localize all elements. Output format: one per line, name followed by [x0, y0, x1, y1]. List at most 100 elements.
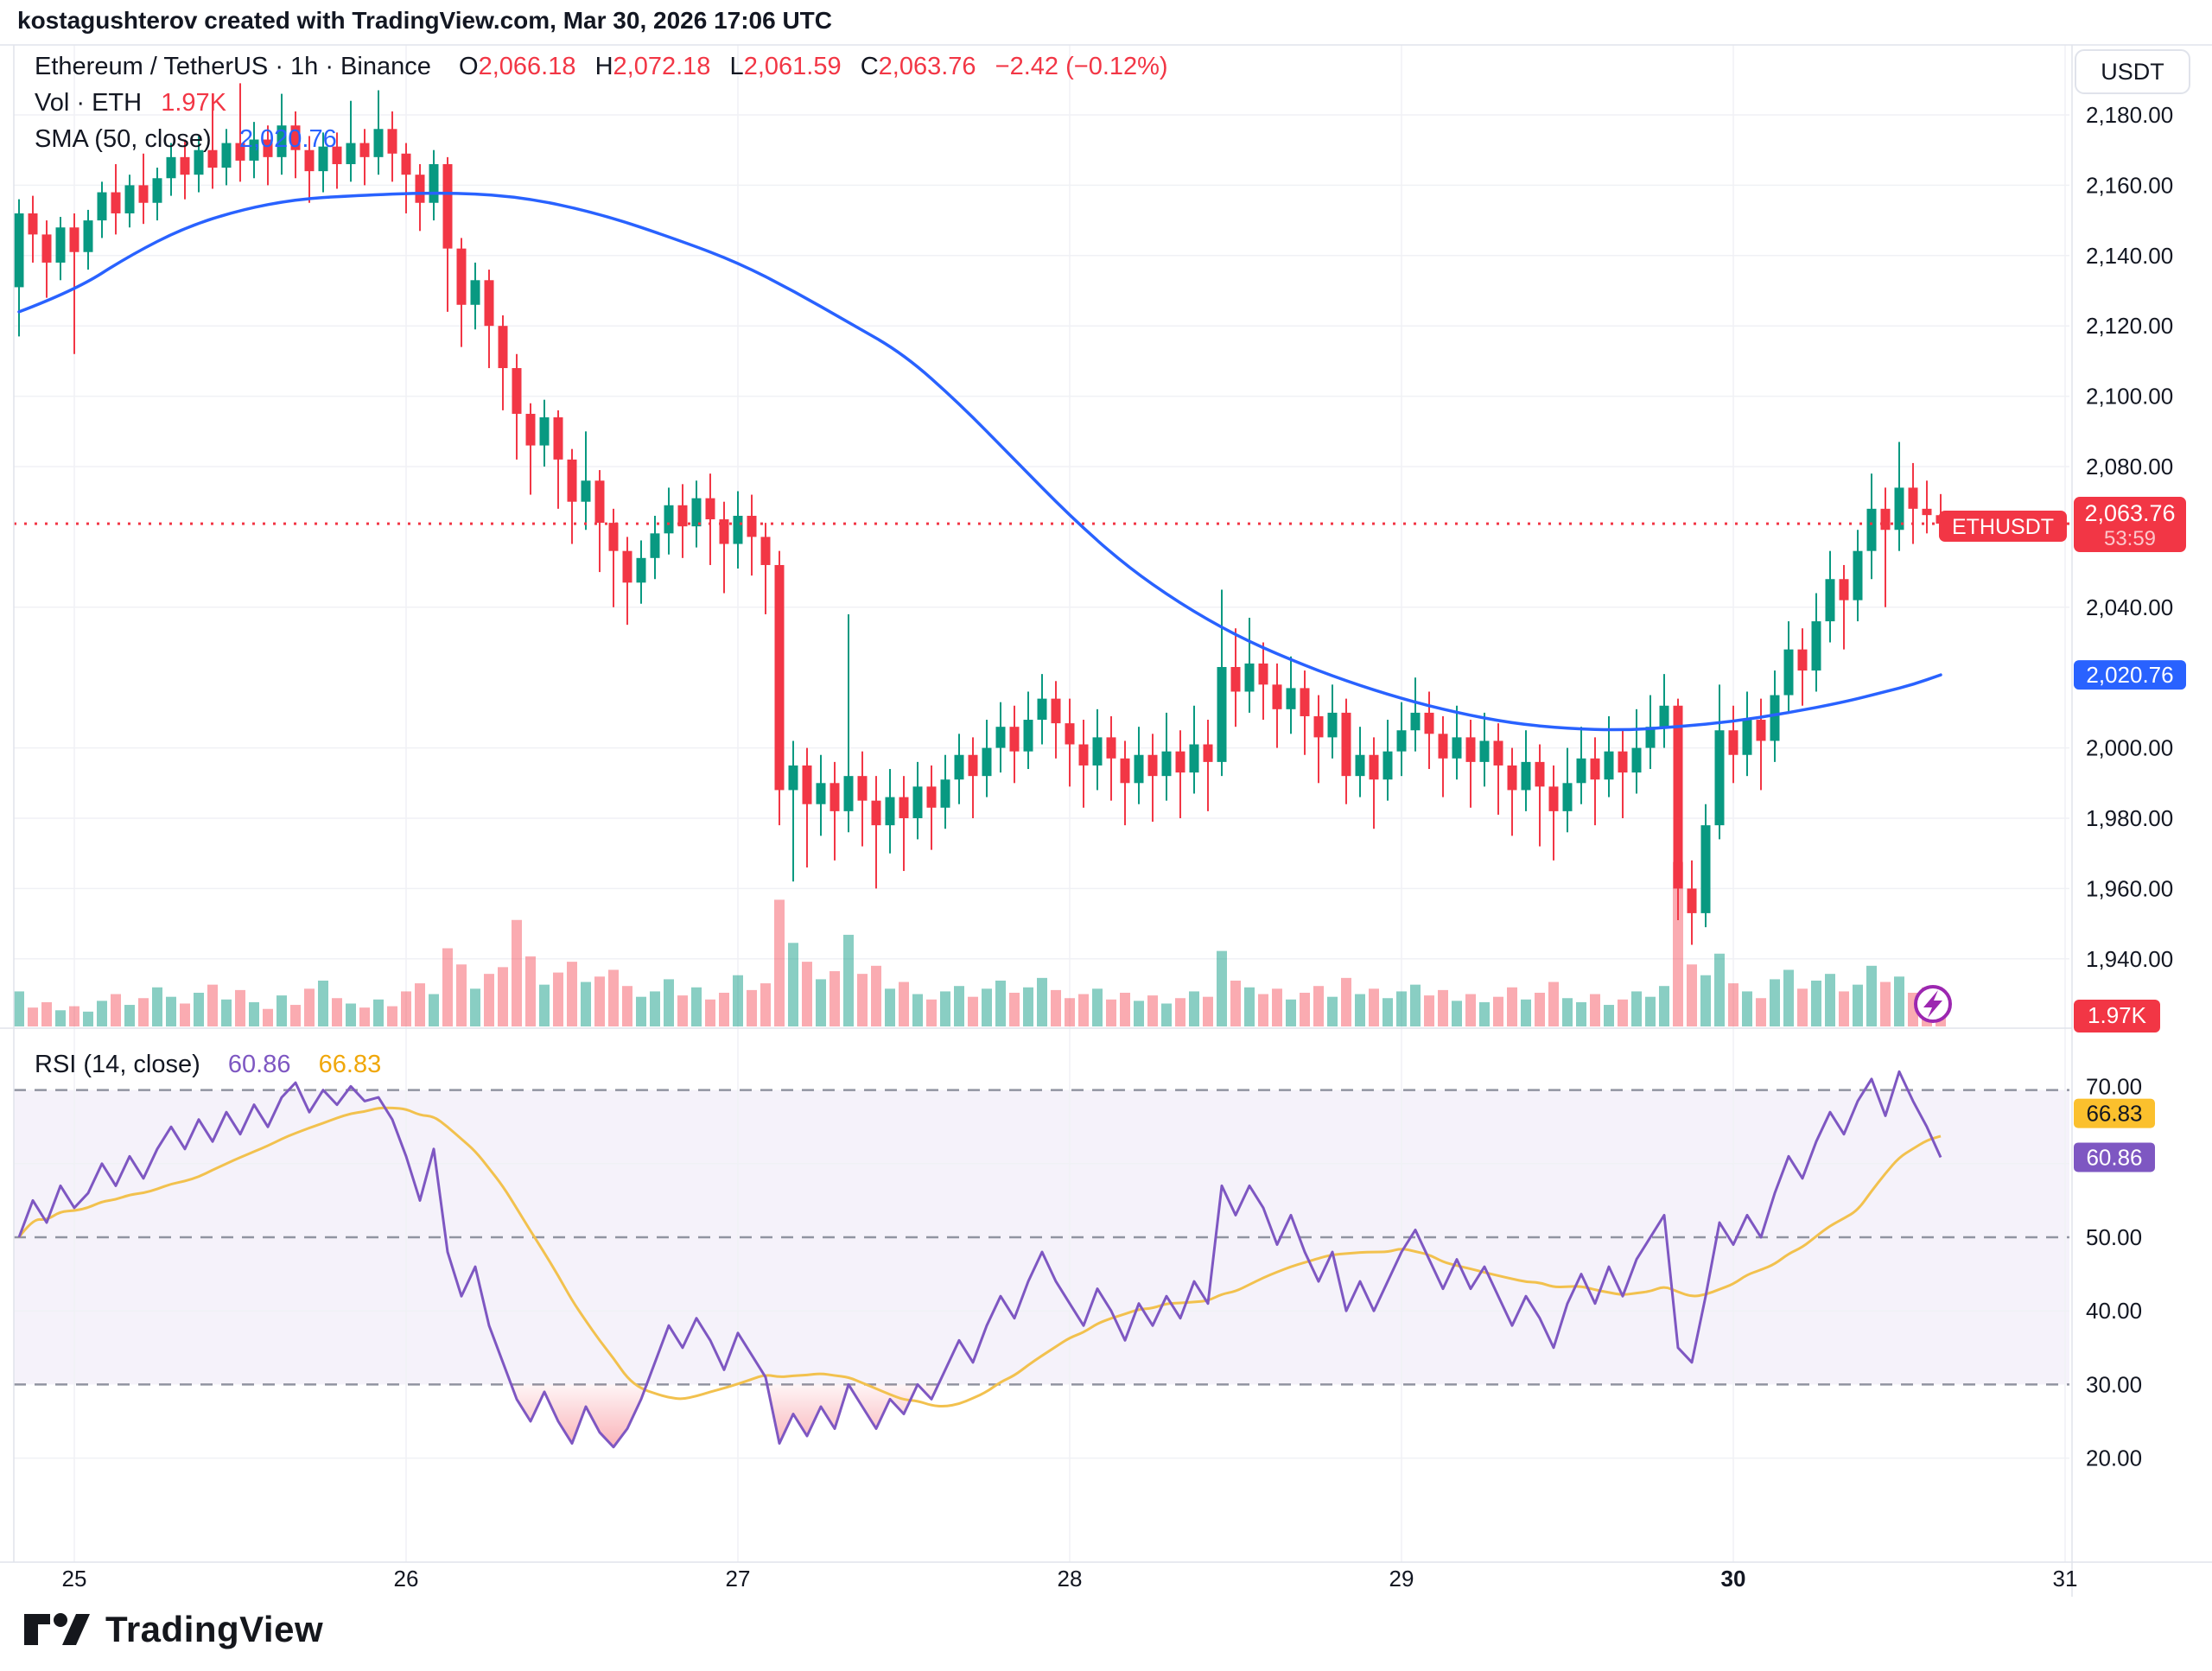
candle	[691, 498, 702, 527]
candle	[1327, 712, 1338, 738]
volume-bar	[235, 989, 245, 1026]
volume-bars	[14, 861, 1946, 1026]
candle	[1493, 740, 1503, 766]
volume-bar	[1493, 996, 1503, 1026]
volume-bar	[442, 948, 453, 1026]
volume-bar	[1244, 987, 1255, 1026]
candle	[442, 163, 453, 249]
candle	[152, 178, 162, 203]
candle	[1258, 663, 1268, 685]
candle	[1396, 730, 1407, 752]
candle	[1341, 712, 1351, 777]
volume-bar	[636, 996, 646, 1026]
candle	[55, 227, 66, 263]
volume-bar	[1286, 999, 1296, 1026]
price-axis-labels[interactable]: 2,180.00 2,160.00 2,140.00 2,120.00 2,100.00…	[2086, 102, 2173, 972]
time-axis-labels[interactable]: 25 26 27 28 29 30 31	[62, 1566, 2078, 1592]
high-label: H	[594, 53, 613, 80]
volume-legend-row[interactable]: Vol · ETH 1.97K	[35, 85, 1168, 121]
time-label: 28	[1058, 1566, 1083, 1592]
quick-trade-button[interactable]	[1914, 985, 1952, 1023]
volume-bar	[1161, 1003, 1172, 1026]
volume-bar	[1078, 994, 1089, 1026]
candle	[1811, 621, 1821, 671]
candle	[69, 227, 79, 252]
candle	[968, 754, 978, 777]
svg-text:66.83: 66.83	[2086, 1101, 2142, 1127]
pane-borders	[0, 44, 2212, 1597]
volume-bar	[498, 967, 508, 1026]
candle	[1714, 730, 1725, 826]
candle	[1065, 723, 1075, 745]
candle	[843, 776, 854, 811]
volume-bar	[1839, 991, 1849, 1026]
volume-bar	[97, 1001, 107, 1026]
svg-text:2,020.76: 2,020.76	[2086, 662, 2173, 688]
candle	[1272, 684, 1282, 709]
symbol-legend-row[interactable]: Ethereum / TetherUS · 1h · Binance O2,06…	[35, 48, 1168, 85]
volume-bar	[346, 1003, 356, 1026]
volume-bar	[1438, 989, 1448, 1026]
candle	[830, 783, 840, 811]
volume-bar	[401, 991, 411, 1026]
volume-bar	[553, 972, 563, 1026]
volume-bar	[55, 1010, 66, 1026]
candle	[1590, 758, 1600, 780]
volume-label[interactable]: Vol · ETH	[35, 89, 143, 117]
candle	[926, 786, 937, 808]
candle	[594, 480, 605, 524]
volume-bar	[111, 994, 121, 1026]
bar-countdown: 53:59	[2104, 527, 2156, 550]
candle	[733, 515, 743, 544]
candle	[760, 537, 771, 565]
candle	[41, 234, 52, 263]
svg-text:30.00: 30.00	[2086, 1371, 2142, 1397]
candle	[1410, 712, 1421, 731]
gridlines	[14, 45, 2069, 1562]
volume-bar	[719, 993, 729, 1026]
volume-bar	[1313, 986, 1324, 1026]
volume-bar	[1604, 1005, 1614, 1026]
candle	[429, 163, 439, 203]
volume-bar	[415, 983, 425, 1026]
volume-bar	[1673, 861, 1683, 1026]
volume-bar	[1866, 965, 1877, 1026]
svg-text:2,140.00: 2,140.00	[2086, 243, 2173, 269]
volume-bar	[747, 989, 757, 1026]
candle	[1300, 688, 1310, 716]
candle	[1770, 695, 1780, 741]
tradingview-logo[interactable]: TradingView	[22, 1605, 323, 1654]
volume-bar	[622, 986, 632, 1026]
candle	[525, 413, 536, 446]
candle	[1037, 698, 1047, 721]
volume-bar	[138, 998, 149, 1026]
candle	[816, 783, 826, 804]
svg-text:2,100.00: 2,100.00	[2086, 384, 2173, 410]
sma-label[interactable]: SMA (50, close)	[35, 125, 212, 153]
volume-bar	[1797, 988, 1808, 1026]
candle	[1562, 783, 1573, 811]
candle	[1673, 705, 1683, 889]
candle	[1728, 730, 1738, 755]
volume-bar	[1728, 983, 1738, 1026]
volume-bar	[41, 1001, 52, 1026]
tradingview-logo-text: TradingView	[105, 1609, 324, 1649]
volume-bar	[1023, 987, 1033, 1026]
volume-bar	[1770, 979, 1780, 1026]
rsi-legend-row[interactable]: RSI (14, close) 60.86 66.83	[35, 1051, 381, 1079]
sma-value: 2,020.76	[238, 125, 337, 153]
volume-bar	[180, 1003, 190, 1026]
sma-legend-row[interactable]: SMA (50, close) 2,020.76	[35, 121, 1168, 157]
rsi-axis-labels[interactable]: 70.00 50.00 40.00 30.00 20.00	[2086, 1074, 2142, 1471]
candle	[885, 797, 895, 826]
currency-axis-button[interactable]: USDT	[2075, 49, 2190, 94]
rsi-label[interactable]: RSI (14, close)	[35, 1051, 200, 1078]
symbol-title[interactable]: Ethereum / TetherUS · 1h · Binance	[35, 53, 431, 80]
volume-bar	[954, 986, 964, 1026]
volume-bar	[1051, 989, 1061, 1026]
candle	[1894, 487, 1904, 531]
candle	[1783, 649, 1794, 696]
svg-text:2,160.00: 2,160.00	[2086, 172, 2173, 198]
candle	[747, 515, 757, 537]
